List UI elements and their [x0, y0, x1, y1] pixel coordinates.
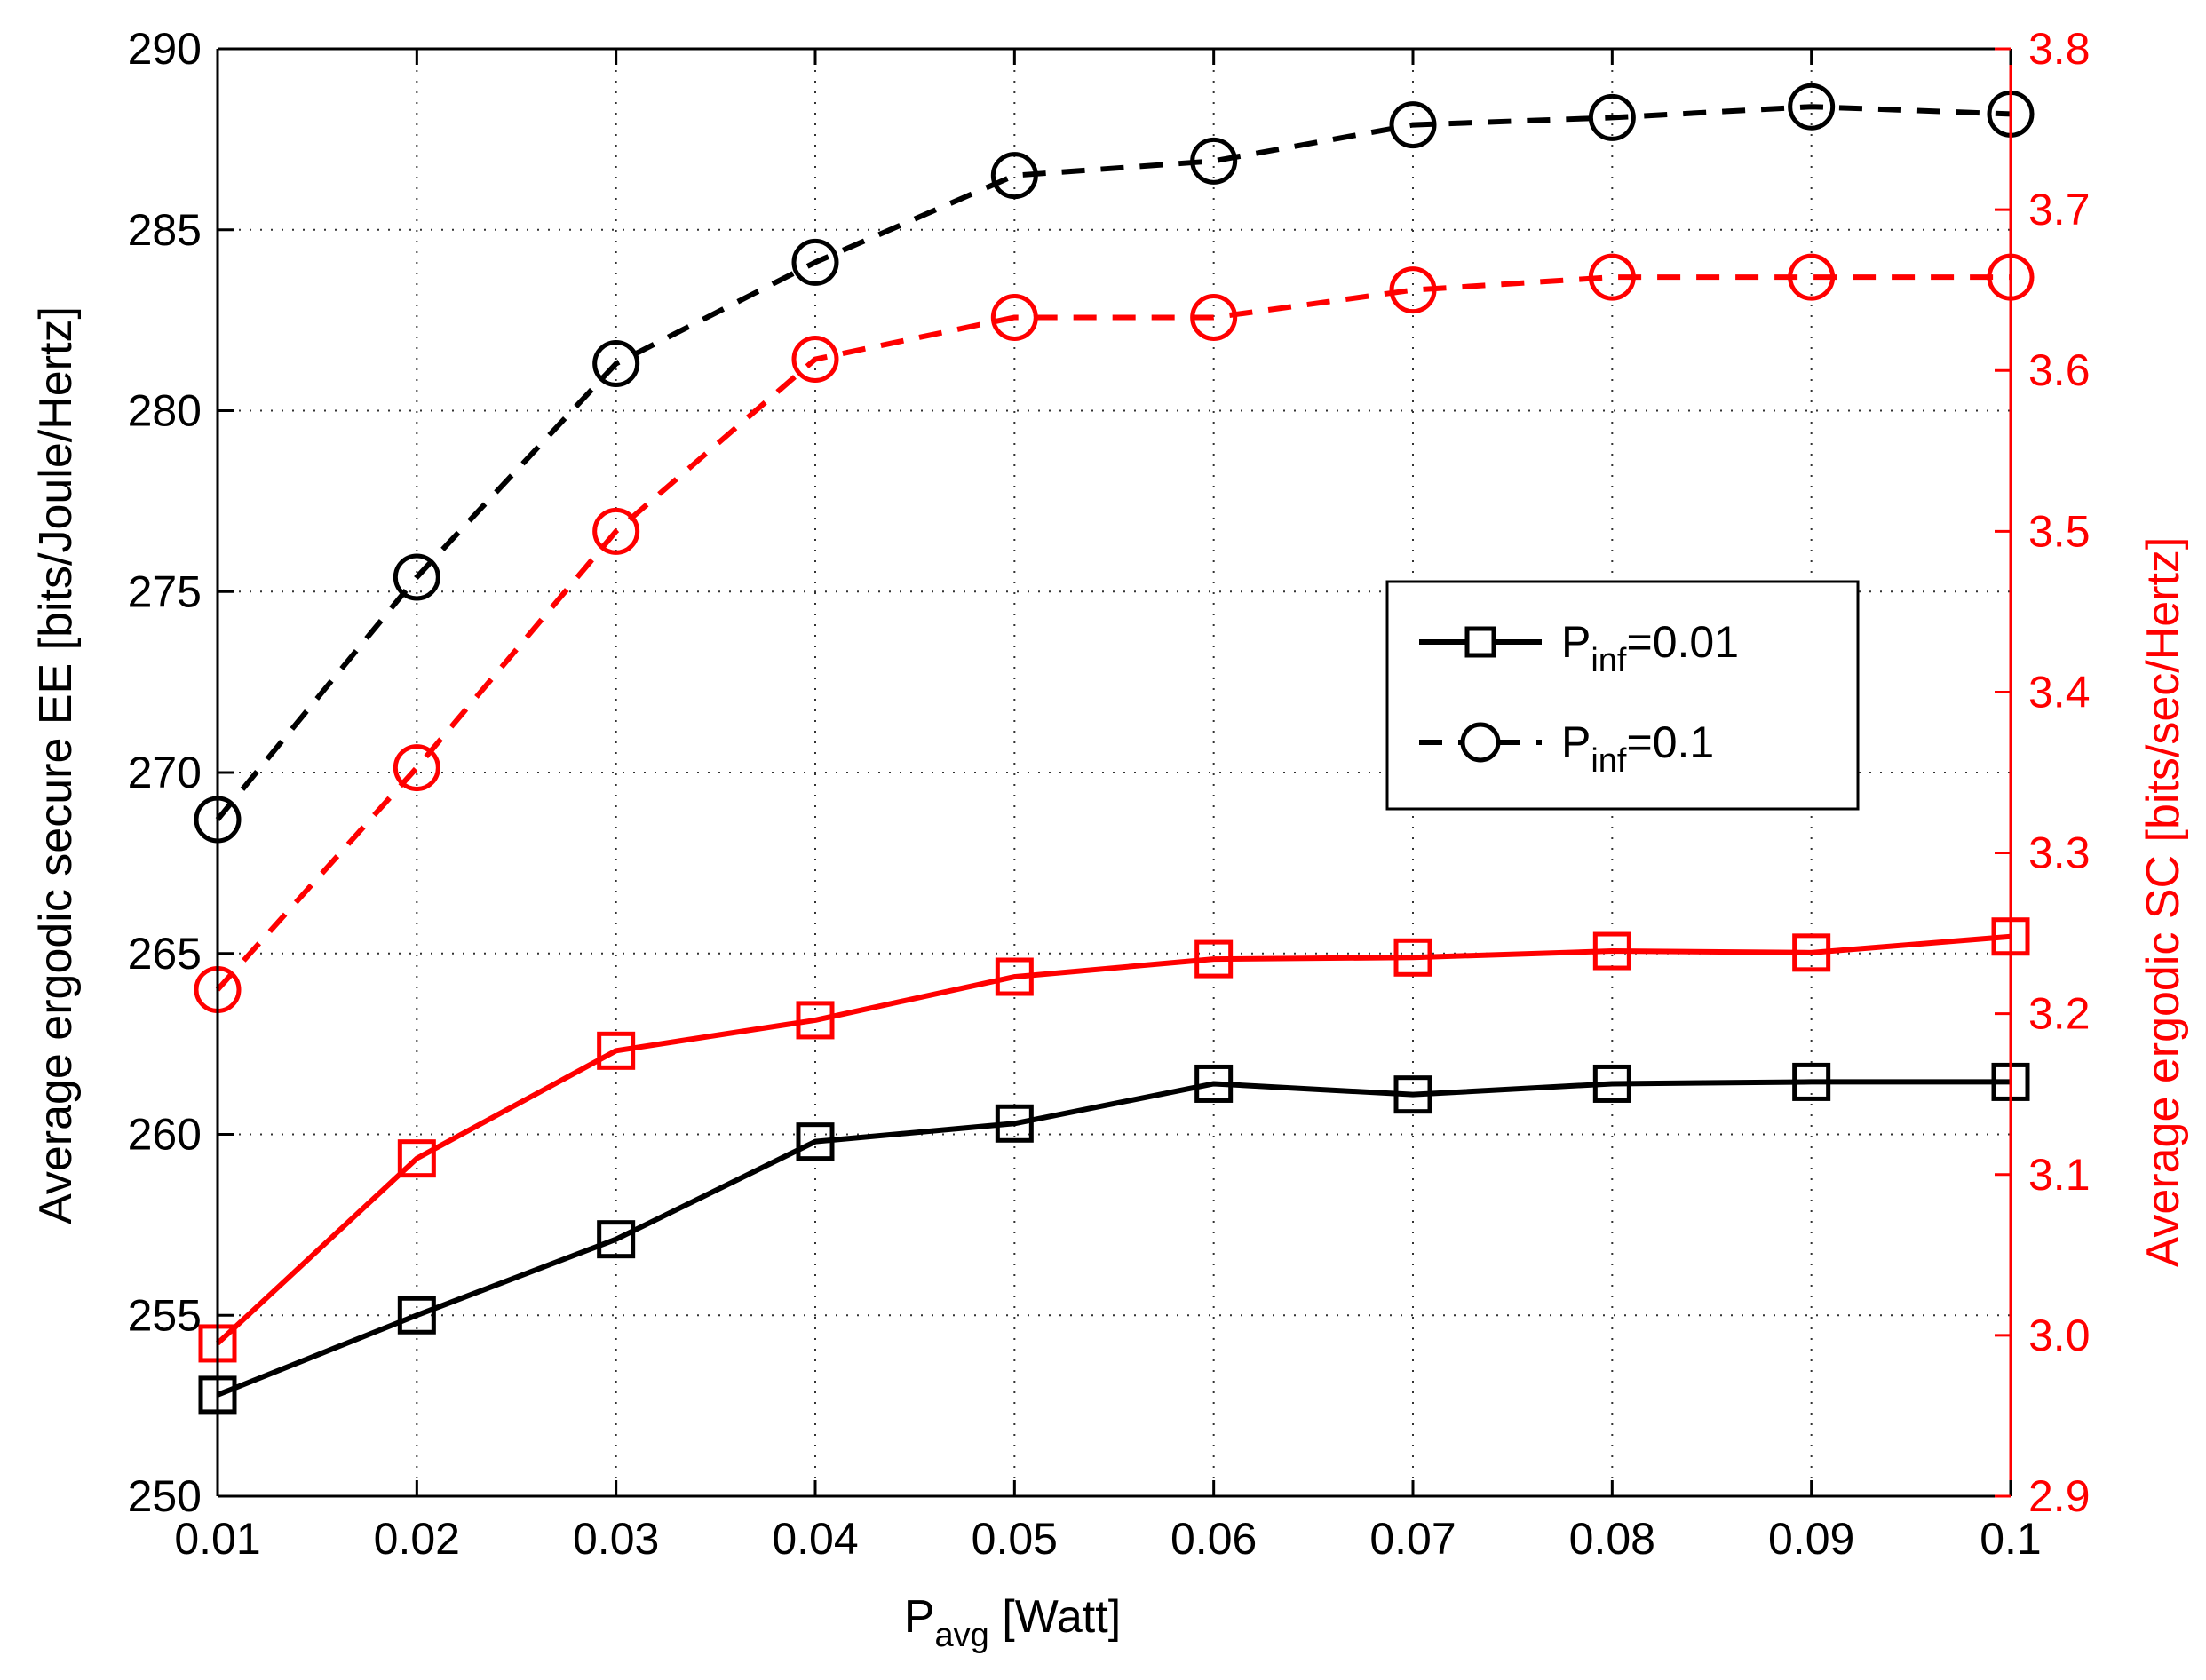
circle-data-point [1389, 101, 1437, 149]
circle-data-point [1389, 266, 1437, 314]
left-y-tick-label: 290 [128, 24, 202, 74]
x-tick-label: 0.03 [573, 1514, 659, 1564]
legend-label-pinf-01: Pinf=0.1 [1561, 717, 1714, 780]
right-y-tick-label: 3.5 [2028, 506, 2091, 556]
legend-entry-pinf-001: Pinf=0.01 [1419, 617, 1739, 679]
right-y-tick-label: 3.6 [2028, 345, 2091, 395]
legend-circle-marker [1460, 722, 1501, 763]
circle-data-point [791, 238, 839, 286]
left-y-tick-label: 265 [128, 929, 202, 979]
left-y-tick-label: 260 [128, 1110, 202, 1160]
square-data-point [796, 1122, 835, 1161]
left-y-tick-label: 275 [128, 567, 202, 616]
series-line [215, 274, 2011, 992]
circle-data-point [791, 336, 839, 384]
square-data-point [597, 1031, 636, 1070]
left-y-tick-label: 270 [128, 748, 202, 797]
circle-data-point [990, 293, 1038, 341]
legend-label-1-main: P [1561, 617, 1591, 667]
x-axis-label-main: P [904, 1591, 935, 1643]
x-tick-label: 0.06 [1170, 1514, 1257, 1564]
circle-data-point [1788, 83, 1836, 131]
circle-data-point [1588, 253, 1636, 301]
x-axis-label-sub: avg [935, 1617, 989, 1654]
x-tick-label: 0.01 [174, 1514, 260, 1564]
right-y-tick-label: 3.8 [2028, 24, 2091, 74]
x-tick-label: 0.08 [1569, 1514, 1655, 1564]
circle-data-point [592, 340, 640, 388]
square-data-point [1194, 1064, 1234, 1103]
right-axis-label: Average ergodic SC [bits/sec/Hertz] [2138, 537, 2189, 1268]
square-data-point [397, 1296, 436, 1335]
x-axis-label-rest: [Watt] [989, 1591, 1121, 1643]
square-data-point [1792, 933, 1831, 972]
square-data-point [1592, 1064, 1631, 1103]
tick-label-layer: 0.01 0.02 0.03 0.04 0.05 0.06 0.07 0.08 0.09 0.12… [128, 24, 2091, 1564]
left-y-tick-label: 255 [128, 1290, 202, 1340]
circle-data-point [393, 744, 440, 792]
circle-data-point [1190, 137, 1238, 185]
right-y-tick-label: 3.3 [2028, 828, 2091, 878]
square-data-point [995, 1104, 1034, 1143]
legend-label-2-main: P [1561, 717, 1591, 767]
x-tick-label: 0.07 [1369, 1514, 1456, 1564]
x-tick-label: 0.1 [1980, 1514, 2042, 1564]
series-1 [198, 1062, 2030, 1415]
right-y-tick-label: 3.0 [2028, 1311, 2091, 1360]
axes-layer [216, 47, 2012, 1498]
legend-square-marker [1464, 626, 1496, 658]
legend-label-1-sub: inf [1591, 642, 1627, 679]
x-tick-label: 0.05 [972, 1514, 1058, 1564]
series-line [216, 1079, 2011, 1398]
square-data-point [995, 957, 1034, 996]
circle-data-point [990, 152, 1038, 200]
right-y-tick-label: 3.7 [2028, 185, 2091, 234]
left-y-tick-label: 285 [128, 205, 202, 255]
legend-label-pinf-001: Pinf=0.01 [1561, 617, 1739, 679]
circle-data-point [592, 507, 640, 555]
circle-data-point [1788, 253, 1836, 301]
x-tick-label: 0.09 [1768, 1514, 1854, 1564]
right-y-tick-label: 3.1 [2028, 1150, 2091, 1200]
x-axis-label: Pavg [Watt] [904, 1591, 1121, 1654]
legend-label-1-rest: =0.01 [1627, 617, 1740, 667]
square-data-point [796, 1001, 835, 1040]
left-axis-label: Average ergodic secure EE [bits/Joule/He… [30, 306, 82, 1224]
right-y-tick-label: 2.9 [2028, 1471, 2091, 1521]
grid-layer [218, 49, 2011, 1496]
x-tick-label: 0.02 [374, 1514, 460, 1564]
circle-data-point [393, 553, 440, 601]
legend-label-2-rest: =0.1 [1627, 717, 1715, 767]
square-data-point [1393, 1075, 1432, 1114]
circle-data-point [1190, 293, 1238, 341]
square-data-point [1393, 938, 1432, 977]
legend-box [1385, 580, 1860, 811]
circle-data-point [1588, 93, 1636, 141]
legend: Pinf=0.01 Pinf=0.1 [1385, 580, 1860, 811]
square-data-point [597, 1220, 636, 1259]
square-data-point [1592, 931, 1631, 971]
legend-label-2-sub: inf [1591, 742, 1627, 780]
square-data-point [397, 1139, 436, 1178]
right-y-tick-label: 3.4 [2028, 667, 2091, 717]
square-data-point [1194, 939, 1234, 979]
series-line [215, 104, 2012, 821]
left-y-tick-label: 250 [128, 1471, 202, 1521]
right-y-tick-label: 3.2 [2028, 989, 2091, 1039]
series-line [215, 933, 2012, 1346]
series-layer [194, 83, 2035, 1415]
square-data-point [1792, 1062, 1831, 1101]
x-tick-label: 0.04 [772, 1514, 858, 1564]
left-y-tick-label: 280 [128, 386, 202, 436]
legend-entry-pinf-01: Pinf=0.1 [1419, 717, 1714, 780]
